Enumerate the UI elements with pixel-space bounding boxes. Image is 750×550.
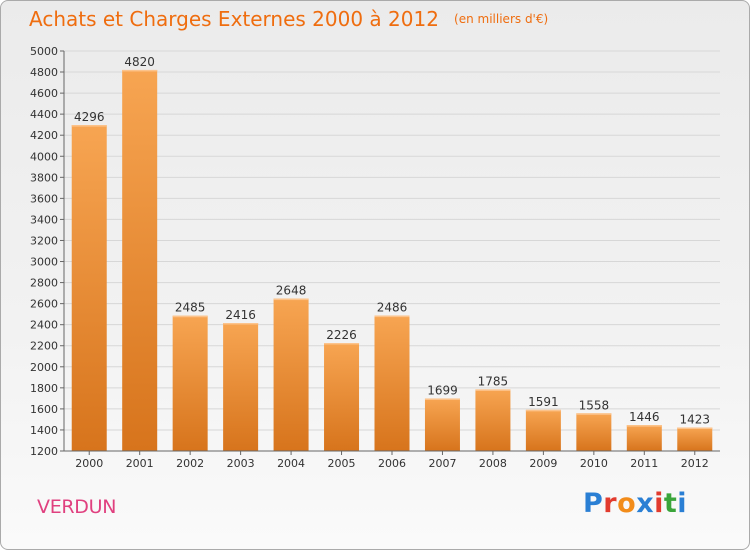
bar-highlight [324, 343, 360, 345]
bar [475, 389, 511, 451]
bar [626, 425, 662, 451]
data-label: 2226 [326, 328, 357, 342]
bar-highlight [374, 315, 410, 318]
x-tick-label: 2006 [378, 457, 406, 470]
x-tick-label: 2009 [529, 457, 557, 470]
logo-letter: o [617, 488, 637, 519]
data-label: 1423 [679, 413, 710, 427]
bar [677, 427, 713, 451]
data-label: 2486 [377, 301, 408, 315]
y-tick-label: 3400 [30, 213, 58, 226]
y-tick-label: 3600 [30, 192, 58, 205]
x-tick-labels: 2000 2001 2002 2003 2004 2005 2006 2007 2008 2009… [75, 451, 709, 470]
y-tick-label: 1200 [30, 445, 58, 458]
x-tick-label: 2008 [479, 457, 507, 470]
bar-highlight [273, 298, 309, 301]
y-tick-label: 4200 [30, 129, 58, 142]
x-tick-label: 2000 [75, 457, 103, 470]
y-tick-label: 2600 [30, 298, 58, 311]
x-tick-label: 2012 [681, 457, 709, 470]
bar [172, 315, 208, 451]
bar-highlight [677, 427, 713, 430]
y-tick-label: 1800 [30, 382, 58, 395]
logo-letter: t [663, 488, 678, 519]
y-tick-label: 5000 [30, 45, 58, 58]
y-tick-label: 2400 [30, 319, 58, 332]
x-tick-label: 2011 [630, 457, 658, 470]
bar-highlight [71, 125, 107, 127]
data-label: 4820 [124, 55, 155, 69]
bar [324, 343, 360, 451]
bar [424, 398, 460, 451]
y-tick-label: 4400 [30, 108, 58, 121]
y-tick-label: 1600 [30, 403, 58, 416]
bar-highlight [172, 315, 208, 318]
bar-highlight [424, 398, 460, 400]
data-label: 1446 [629, 410, 660, 424]
x-tick-label: 2002 [176, 457, 204, 470]
x-tick-label: 2001 [126, 457, 154, 470]
y-tick-label: 4600 [30, 87, 58, 100]
y-tick-label: 4000 [30, 150, 58, 163]
y-tick-label: 1400 [30, 424, 58, 437]
y-tick-label: 2800 [30, 277, 58, 290]
y-tick-label: 2200 [30, 340, 58, 353]
bar [71, 125, 107, 452]
data-label: 1699 [427, 383, 458, 397]
bar [223, 323, 259, 451]
x-tick-label: 2010 [580, 457, 608, 470]
logo-letter: r [603, 488, 618, 519]
logo-letter: i [654, 488, 664, 519]
bars [71, 69, 713, 452]
bar [122, 69, 158, 452]
city-label: VERDUN [37, 496, 117, 518]
y-tick-labels: 1200 1400 1600 1800 2000 2200 2400 2600 2800 3000… [30, 45, 58, 458]
data-label: 1558 [579, 398, 610, 412]
data-label: 2416 [225, 308, 256, 322]
bar [576, 413, 612, 451]
logo-letter: i [677, 488, 688, 519]
x-tick-label: 2007 [428, 457, 456, 470]
logo-letter: x [636, 488, 655, 519]
y-tick-label: 2000 [30, 361, 58, 374]
chart-title: Achats et Charges Externes 2000 à 2012 [29, 7, 439, 31]
y-tick-label: 3000 [30, 256, 58, 269]
logo-letter: P [583, 488, 604, 519]
x-tick-label: 2003 [227, 457, 255, 470]
bar-highlight [626, 425, 662, 427]
data-label: 1785 [478, 374, 509, 388]
y-tick-label: 3800 [30, 171, 58, 184]
data-label: 2648 [276, 284, 307, 298]
y-tick-label: 3200 [30, 234, 58, 247]
x-tick-label: 2004 [277, 457, 305, 470]
data-labels: 4296 4820 2485 2416 2648 2226 2486 1699 1785 1591… [74, 55, 710, 427]
title-row: Achats et Charges Externes 2000 à 2012 (… [29, 7, 548, 31]
bar-highlight [525, 409, 561, 412]
bar [374, 315, 410, 451]
bar [273, 298, 309, 451]
data-label: 1591 [528, 395, 559, 409]
bar-highlight [475, 389, 511, 391]
chart-unit: (en milliers d'€) [454, 12, 549, 26]
bar-highlight [576, 413, 612, 415]
bar-highlight [122, 69, 158, 72]
proxiti-logo[interactable]: Proxiti [583, 488, 687, 519]
bar [525, 409, 561, 451]
y-tick-label: 4800 [30, 66, 58, 79]
x-tick-label: 2005 [328, 457, 356, 470]
bar-highlight [223, 323, 259, 325]
data-label: 2485 [175, 301, 206, 315]
data-label: 4296 [74, 110, 105, 124]
